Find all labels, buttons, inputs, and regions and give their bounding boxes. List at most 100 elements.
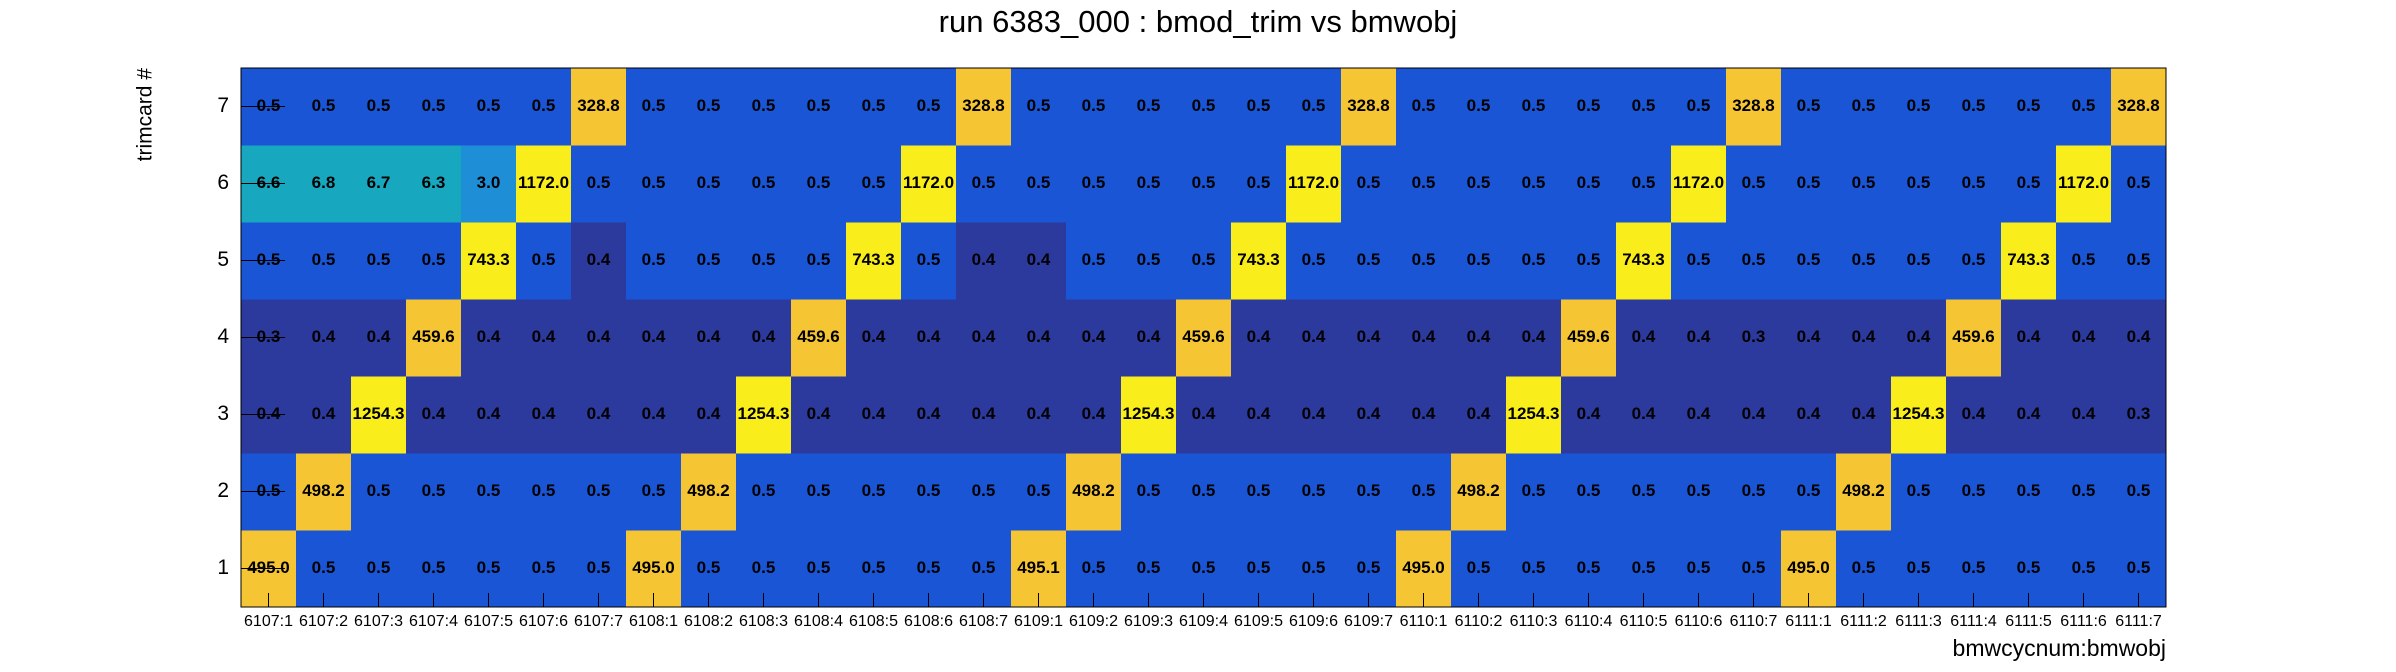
cell-label: 0.5 xyxy=(697,96,721,115)
cell-label: 1172.0 xyxy=(1288,173,1339,192)
cell-label: 0.4 xyxy=(2072,327,2096,346)
x-tick-label: 6110:7 xyxy=(1730,613,1778,630)
cell-label: 0.5 xyxy=(587,481,611,500)
cell-label: 0.5 xyxy=(1577,250,1601,269)
cell-label: 0.5 xyxy=(1797,250,1821,269)
cell xyxy=(626,145,682,223)
cell-label: 0.5 xyxy=(697,558,721,577)
x-tick-label: 6107:4 xyxy=(409,613,458,630)
cell xyxy=(1231,376,1287,454)
cell-label: 0.5 xyxy=(1632,481,1656,500)
cell xyxy=(901,453,957,531)
x-tick-label: 6110:5 xyxy=(1620,613,1668,630)
cell-label: 0.5 xyxy=(1962,481,1986,500)
cell-label: 0.5 xyxy=(1192,481,1216,500)
cell xyxy=(1781,299,1837,377)
cell xyxy=(1946,222,2002,300)
cell-label: 0.5 xyxy=(367,558,391,577)
cell-label: 0.5 xyxy=(532,481,556,500)
cell-label: 0.5 xyxy=(2127,481,2151,500)
cell xyxy=(1176,145,1232,223)
cell xyxy=(681,68,737,146)
cell xyxy=(1011,376,1067,454)
cell-label: 0.5 xyxy=(1247,173,1271,192)
cell xyxy=(1726,145,1782,223)
cell xyxy=(351,376,407,454)
cell xyxy=(1231,145,1287,223)
x-tick-label: 6111:4 xyxy=(1950,613,1997,630)
cell-label: 0.5 xyxy=(1137,250,1161,269)
cell-label: 459.6 xyxy=(1567,327,1610,346)
cell xyxy=(1451,222,1507,300)
cell-label: 0.5 xyxy=(1907,250,1931,269)
cell xyxy=(1231,68,1287,146)
cell xyxy=(1561,376,1617,454)
cell xyxy=(1451,145,1507,223)
x-tick-label: 6108:4 xyxy=(794,613,843,630)
cell xyxy=(846,376,902,454)
cell xyxy=(1891,376,1947,454)
cell-label: 0.5 xyxy=(1522,250,1546,269)
cell xyxy=(1341,68,1397,146)
cell xyxy=(1726,68,1782,146)
x-tick-label: 6108:6 xyxy=(904,613,953,630)
cell xyxy=(571,68,627,146)
cell-label: 0.5 xyxy=(422,558,446,577)
cell-label: 0.5 xyxy=(972,173,996,192)
cell xyxy=(956,145,1012,223)
cell xyxy=(901,299,957,377)
cell xyxy=(1726,222,1782,300)
cell xyxy=(1121,376,1177,454)
cell-label: 0.4 xyxy=(532,404,556,423)
cell xyxy=(1726,453,1782,531)
x-tick-label: 6111:7 xyxy=(2115,613,2162,630)
cell xyxy=(1176,453,1232,531)
cell xyxy=(736,376,792,454)
cell xyxy=(1836,222,1892,300)
cell-label: 0.4 xyxy=(1192,404,1216,423)
cell-label: 498.2 xyxy=(1842,481,1885,500)
cell xyxy=(1836,299,1892,377)
cell-label: 0.5 xyxy=(1247,481,1271,500)
cell xyxy=(1726,376,1782,454)
cell-label: 0.5 xyxy=(1302,481,1326,500)
cell-label: 495.0 xyxy=(632,558,675,577)
cell xyxy=(791,222,847,300)
cell-label: 0.5 xyxy=(532,558,556,577)
cell-label: 0.4 xyxy=(1962,404,1986,423)
cell-label: 0.5 xyxy=(422,250,446,269)
cell xyxy=(1506,222,1562,300)
cell xyxy=(791,376,847,454)
cell-label: 0.5 xyxy=(1852,96,1876,115)
cell-label: 0.4 xyxy=(697,404,721,423)
cell-label: 0.4 xyxy=(862,327,886,346)
cell-label: 0.5 xyxy=(917,250,941,269)
cell-label: 0.4 xyxy=(1467,327,1491,346)
cell-label: 0.5 xyxy=(1467,558,1491,577)
cell xyxy=(1891,145,1947,223)
cell xyxy=(571,222,627,300)
cell-label: 0.5 xyxy=(1357,558,1381,577)
cell-label: 0.4 xyxy=(477,327,501,346)
cell xyxy=(1616,68,1672,146)
cell xyxy=(2111,68,2167,146)
cell xyxy=(461,222,517,300)
cell xyxy=(1341,299,1397,377)
cell xyxy=(2056,68,2112,146)
cell xyxy=(1616,222,1672,300)
cell-label: 0.5 xyxy=(1962,250,1986,269)
cell xyxy=(351,222,407,300)
cell xyxy=(516,145,572,223)
cell-label: 0.5 xyxy=(312,96,336,115)
cell xyxy=(1506,299,1562,377)
cell-label: 0.5 xyxy=(1302,558,1326,577)
cell-label: 6.3 xyxy=(422,173,446,192)
cell xyxy=(571,453,627,531)
cell xyxy=(736,68,792,146)
cell-label: 0.5 xyxy=(1412,173,1436,192)
cell-label: 0.4 xyxy=(1302,327,1326,346)
x-tick-label: 6109:7 xyxy=(1344,613,1393,630)
cell xyxy=(736,222,792,300)
cell-label: 0.5 xyxy=(642,173,666,192)
cell-label: 0.5 xyxy=(312,250,336,269)
